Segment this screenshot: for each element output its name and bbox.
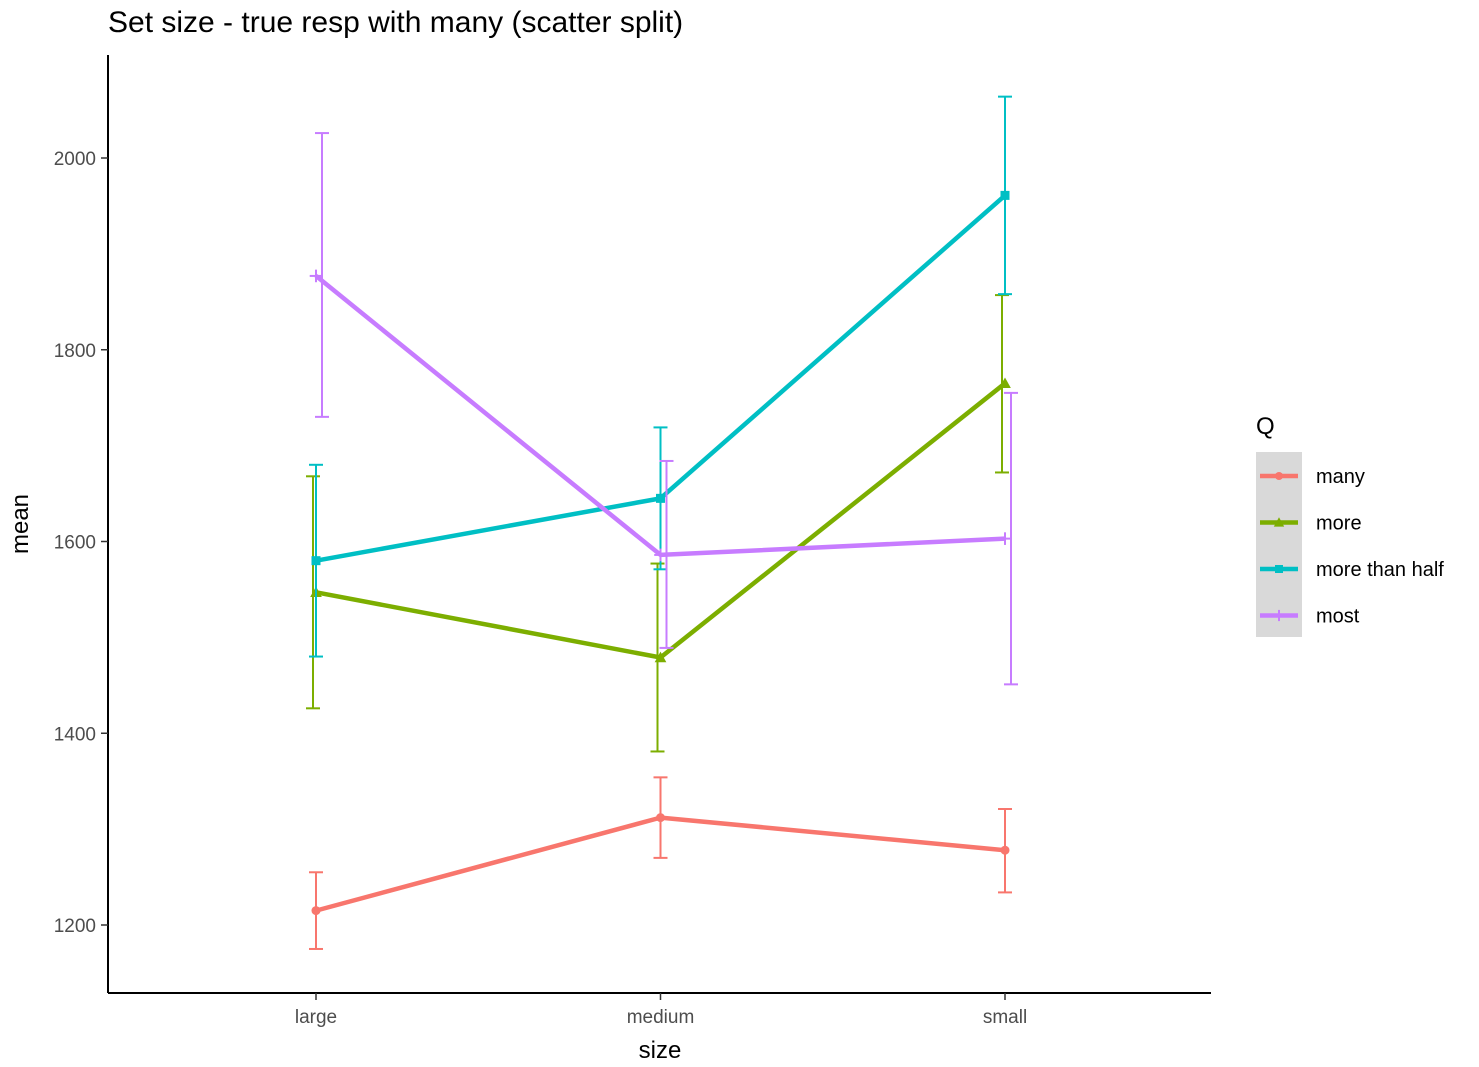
data-point xyxy=(656,493,665,503)
legend-key-marker xyxy=(1273,609,1285,622)
y-axis-title: mean xyxy=(7,494,34,554)
legend-label: most xyxy=(1316,606,1360,628)
legend: Q many more more than half most xyxy=(1256,413,1444,637)
series-more-than-half xyxy=(309,95,1012,658)
y-tick-label: 1400 xyxy=(54,724,96,745)
legend-item: most xyxy=(1260,606,1360,628)
legend-title: Q xyxy=(1256,413,1275,440)
x-tick-label: medium xyxy=(627,1007,695,1028)
y-tick-label: 1200 xyxy=(54,916,96,937)
data-point xyxy=(311,556,321,566)
x-axis: large medium small xyxy=(295,993,1027,1028)
legend-item: many xyxy=(1260,466,1365,488)
chart-title: Set size - true resp with many (scatter … xyxy=(108,6,683,39)
series-more xyxy=(306,294,1011,753)
data-point xyxy=(1000,190,1010,200)
legend-label: many xyxy=(1316,466,1365,488)
data-point xyxy=(654,651,667,663)
y-axis: 1200 1400 1600 1800 2000 xyxy=(54,149,108,937)
legend-key-background xyxy=(1256,452,1302,637)
data-point xyxy=(654,548,667,562)
series-many xyxy=(309,776,1012,950)
y-tick-label: 1800 xyxy=(54,341,96,362)
data-point xyxy=(309,269,323,283)
x-tick-label: large xyxy=(295,1007,337,1028)
legend-key-marker xyxy=(1275,472,1283,480)
legend-label: more than half xyxy=(1316,559,1444,581)
y-tick-label: 2000 xyxy=(54,149,96,170)
y-tick-label: 1600 xyxy=(54,533,96,554)
legend-item: more xyxy=(1260,513,1362,535)
legend-key-marker xyxy=(1273,517,1285,527)
series-most xyxy=(309,132,1018,686)
data-point xyxy=(999,377,1011,388)
data-point xyxy=(656,813,665,823)
data-point xyxy=(998,532,1012,545)
x-tick-label: small xyxy=(983,1007,1027,1028)
legend-key-marker xyxy=(1275,565,1283,573)
data-point xyxy=(311,906,321,916)
legend-item: more than half xyxy=(1260,559,1444,581)
data-point xyxy=(1000,845,1010,855)
x-axis-title: size xyxy=(639,1037,682,1064)
legend-label: more xyxy=(1316,513,1362,535)
plot-area xyxy=(306,95,1018,950)
legend-items: many more more than half most xyxy=(1260,466,1444,628)
